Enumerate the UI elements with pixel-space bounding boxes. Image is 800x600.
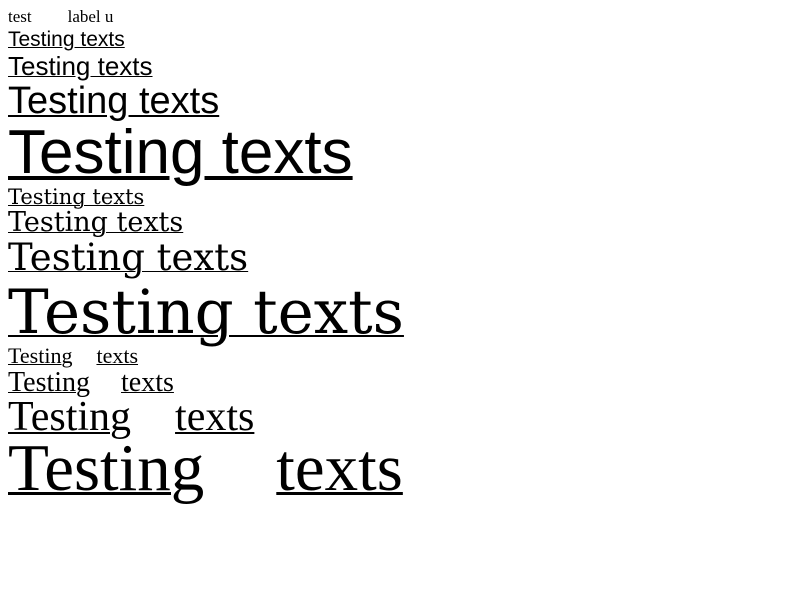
header-row: test label u [8, 7, 113, 27]
sans-text-line-4: Testing texts [8, 118, 353, 187]
label-test: test [8, 7, 32, 26]
spaced-word-1: Testing [8, 367, 91, 398]
sans-text-line-2: Testing texts [8, 51, 153, 81]
spaced-word-2: texts [121, 367, 174, 398]
serif-text-line-4: Testing texts [8, 277, 404, 348]
spaced-word-2: texts [96, 343, 139, 368]
spaced-word-1: Testing [8, 343, 73, 368]
serif-text-line-3: Testing texts [8, 236, 249, 279]
sans-text-line-1: Testing texts [8, 28, 125, 51]
serif-text-line-2: Testing texts [8, 207, 184, 238]
spaced-text-line-1: Testing texts [8, 343, 150, 368]
serif-text-line-1: Testing texts [8, 185, 145, 209]
spaced-text-line-2: Testing texts [8, 367, 189, 398]
spaced-text-line-4: Testing texts [8, 433, 438, 503]
spaced-text-line-3: Testing texts [8, 395, 276, 439]
sans-text-line-3: Testing texts [8, 80, 220, 122]
spaced-word-1: Testing [8, 431, 205, 505]
spaced-word-1: Testing [8, 394, 132, 440]
label-u: label u [67, 7, 114, 26]
spaced-word-2: texts [276, 431, 403, 505]
spaced-word-2: texts [175, 394, 255, 440]
